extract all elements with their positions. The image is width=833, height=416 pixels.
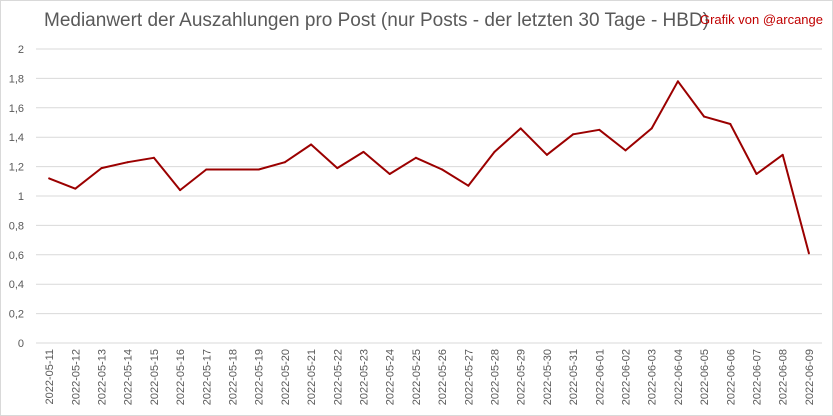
x-tick-label: 2022-05-23 xyxy=(359,349,371,405)
x-tick-label: 2022-06-01 xyxy=(594,349,606,405)
y-tick-label: 0,8 xyxy=(9,220,24,232)
x-tick-label: 2022-06-07 xyxy=(752,349,764,405)
y-tick-label: 0,2 xyxy=(9,309,24,321)
data-point xyxy=(48,177,51,180)
x-tick-label: 2022-05-18 xyxy=(228,349,240,405)
data-point xyxy=(572,133,575,136)
y-tick-label: 0,6 xyxy=(9,250,24,262)
x-tick-label: 2022-05-20 xyxy=(280,349,292,405)
x-tick-label: 2022-06-08 xyxy=(778,349,790,405)
y-tick-label: 1 xyxy=(18,191,24,203)
x-tick-label: 2022-05-22 xyxy=(332,349,344,405)
data-point xyxy=(703,115,706,118)
data-point xyxy=(257,168,260,171)
y-tick-label: 1,8 xyxy=(9,73,24,85)
data-point xyxy=(729,122,732,125)
x-tick-label: 2022-05-17 xyxy=(201,349,213,405)
x-tick-label: 2022-05-19 xyxy=(254,349,266,405)
chart-credit: Grafik von @arcange xyxy=(699,12,823,27)
y-tick-label: 0,4 xyxy=(9,279,24,291)
x-tick-label: 2022-06-09 xyxy=(804,349,816,405)
x-tick-label: 2022-05-16 xyxy=(175,349,187,405)
x-tick-label: 2022-05-28 xyxy=(490,349,502,405)
x-tick-label: 2022-05-12 xyxy=(70,349,82,405)
series-line xyxy=(48,80,810,254)
y-tick-label: 1,4 xyxy=(9,132,24,144)
data-point xyxy=(74,187,77,190)
gridlines xyxy=(36,48,822,344)
data-point xyxy=(755,172,758,175)
data-point xyxy=(100,167,103,170)
y-axis-ticks: 0 0,2 0,4 0,6 0,8 1 1,2 1,4 1,6 1,8 2 xyxy=(9,44,24,350)
data-point xyxy=(441,168,444,171)
x-tick-label: 2022-06-05 xyxy=(699,349,711,405)
data-point xyxy=(807,252,810,255)
x-tick-label: 2022-06-04 xyxy=(673,349,685,405)
series-layer xyxy=(48,80,810,255)
x-tick-label: 2022-05-29 xyxy=(516,349,528,405)
data-point xyxy=(205,168,208,171)
data-point xyxy=(650,127,653,130)
data-point xyxy=(179,189,182,192)
chart-title: Medianwert der Auszahlungen pro Post (nu… xyxy=(44,10,709,31)
x-axis-ticks: 2022-05-11 2022-05-12 2022-05-13 2022-05-14… xyxy=(44,349,816,405)
data-point xyxy=(362,150,365,153)
x-tick-label: 2022-05-26 xyxy=(437,349,449,405)
data-point xyxy=(126,161,129,164)
data-point xyxy=(519,127,522,130)
x-tick-label: 2022-05-21 xyxy=(306,349,318,405)
data-point xyxy=(414,156,417,159)
y-tick-label: 1,2 xyxy=(9,162,24,174)
data-point xyxy=(493,150,496,153)
x-tick-label: 2022-05-30 xyxy=(542,349,554,405)
y-tick-label: 2 xyxy=(18,44,24,56)
data-point xyxy=(310,143,313,146)
data-point xyxy=(676,80,679,83)
x-tick-label: 2022-05-15 xyxy=(149,349,161,405)
x-tick-label: 2022-06-02 xyxy=(621,349,633,405)
x-tick-label: 2022-06-03 xyxy=(647,349,659,405)
data-point xyxy=(781,153,784,156)
data-point xyxy=(283,161,286,164)
data-point xyxy=(467,184,470,187)
x-tick-label: 2022-05-14 xyxy=(123,349,135,405)
x-tick-label: 2022-05-13 xyxy=(97,349,109,405)
x-tick-label: 2022-05-25 xyxy=(411,349,423,405)
data-point xyxy=(336,167,339,170)
x-tick-label: 2022-05-31 xyxy=(568,349,580,405)
x-tick-label: 2022-05-24 xyxy=(385,349,397,405)
x-tick-label: 2022-06-06 xyxy=(725,349,737,405)
y-tick-label: 1,6 xyxy=(9,103,24,115)
data-point xyxy=(388,172,391,175)
x-tick-label: 2022-05-11 xyxy=(44,349,56,404)
data-point xyxy=(624,149,627,152)
y-tick-label: 0 xyxy=(18,338,24,350)
data-point xyxy=(231,168,234,171)
data-point xyxy=(152,156,155,159)
data-point xyxy=(598,128,601,131)
x-tick-label: 2022-05-27 xyxy=(463,349,475,405)
data-point xyxy=(545,153,548,156)
